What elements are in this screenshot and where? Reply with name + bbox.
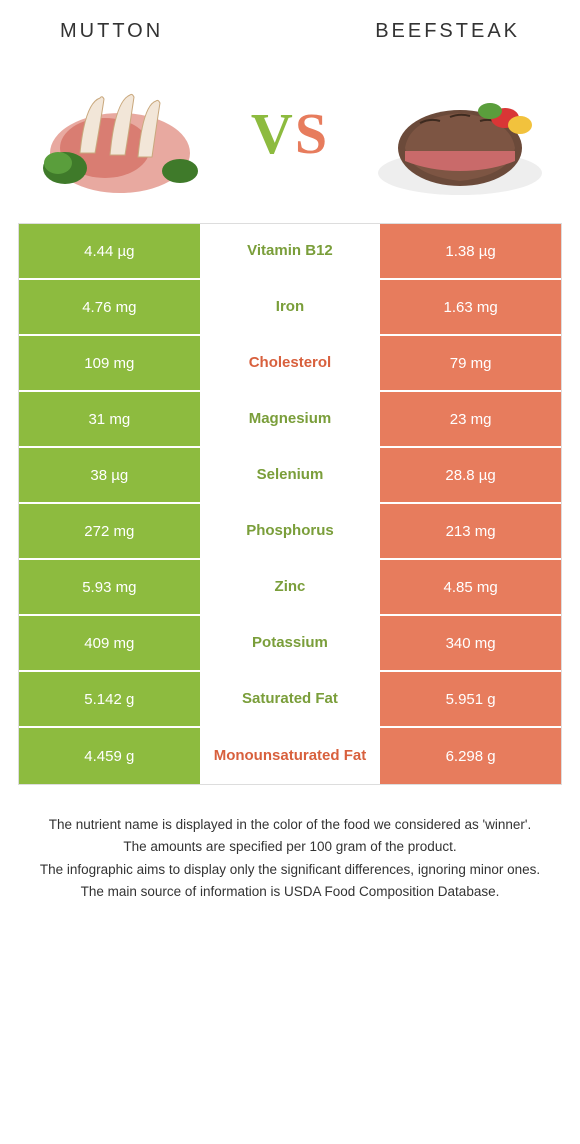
left-value: 5.93 mg	[19, 560, 200, 614]
footer-line: The main source of information is USDA F…	[30, 882, 550, 902]
vs-s: S	[295, 101, 329, 166]
nutrient-label: Saturated Fat	[200, 672, 381, 726]
nutrient-label: Vitamin B12	[200, 224, 381, 278]
left-food-title: Mutton	[60, 20, 163, 43]
nutrient-label: Magnesium	[200, 392, 381, 446]
table-row: 272 mgPhosphorus213 mg	[19, 504, 561, 560]
beefsteak-image	[370, 63, 550, 203]
footer-notes: The nutrient name is displayed in the co…	[0, 785, 580, 902]
nutrient-label: Monounsaturated Fat	[200, 728, 381, 784]
right-value: 79 mg	[380, 336, 561, 390]
right-value: 4.85 mg	[380, 560, 561, 614]
table-row: 5.93 mgZinc4.85 mg	[19, 560, 561, 616]
nutrient-label: Selenium	[200, 448, 381, 502]
header: Mutton Beefsteak	[0, 0, 580, 53]
left-value: 109 mg	[19, 336, 200, 390]
table-row: 38 µgSelenium28.8 µg	[19, 448, 561, 504]
left-value: 38 µg	[19, 448, 200, 502]
nutrient-label: Zinc	[200, 560, 381, 614]
left-value: 4.459 g	[19, 728, 200, 784]
table-row: 109 mgCholesterol79 mg	[19, 336, 561, 392]
right-value: 28.8 µg	[380, 448, 561, 502]
nutrient-label: Iron	[200, 280, 381, 334]
vs-v: V	[251, 101, 295, 166]
left-value: 5.142 g	[19, 672, 200, 726]
footer-line: The amounts are specified per 100 gram o…	[30, 837, 550, 857]
table-row: 31 mgMagnesium23 mg	[19, 392, 561, 448]
right-value: 213 mg	[380, 504, 561, 558]
mutton-image	[30, 63, 210, 203]
table-row: 5.142 gSaturated Fat5.951 g	[19, 672, 561, 728]
right-food-title: Beefsteak	[375, 20, 520, 43]
right-value: 1.63 mg	[380, 280, 561, 334]
nutrient-label: Potassium	[200, 616, 381, 670]
left-value: 4.44 µg	[19, 224, 200, 278]
right-value: 23 mg	[380, 392, 561, 446]
nutrient-label: Phosphorus	[200, 504, 381, 558]
left-value: 409 mg	[19, 616, 200, 670]
comparison-table: 4.44 µgVitamin B121.38 µg4.76 mgIron1.63…	[18, 223, 562, 785]
table-row: 409 mgPotassium340 mg	[19, 616, 561, 672]
right-value: 5.951 g	[380, 672, 561, 726]
left-value: 4.76 mg	[19, 280, 200, 334]
footer-line: The infographic aims to display only the…	[30, 860, 550, 880]
table-row: 4.44 µgVitamin B121.38 µg	[19, 224, 561, 280]
vs-label: VS	[251, 100, 329, 167]
right-value: 340 mg	[380, 616, 561, 670]
nutrient-label: Cholesterol	[200, 336, 381, 390]
images-row: VS	[0, 53, 580, 223]
table-row: 4.459 gMonounsaturated Fat6.298 g	[19, 728, 561, 784]
right-value: 6.298 g	[380, 728, 561, 784]
left-value: 31 mg	[19, 392, 200, 446]
left-value: 272 mg	[19, 504, 200, 558]
footer-line: The nutrient name is displayed in the co…	[30, 815, 550, 835]
right-value: 1.38 µg	[380, 224, 561, 278]
table-row: 4.76 mgIron1.63 mg	[19, 280, 561, 336]
